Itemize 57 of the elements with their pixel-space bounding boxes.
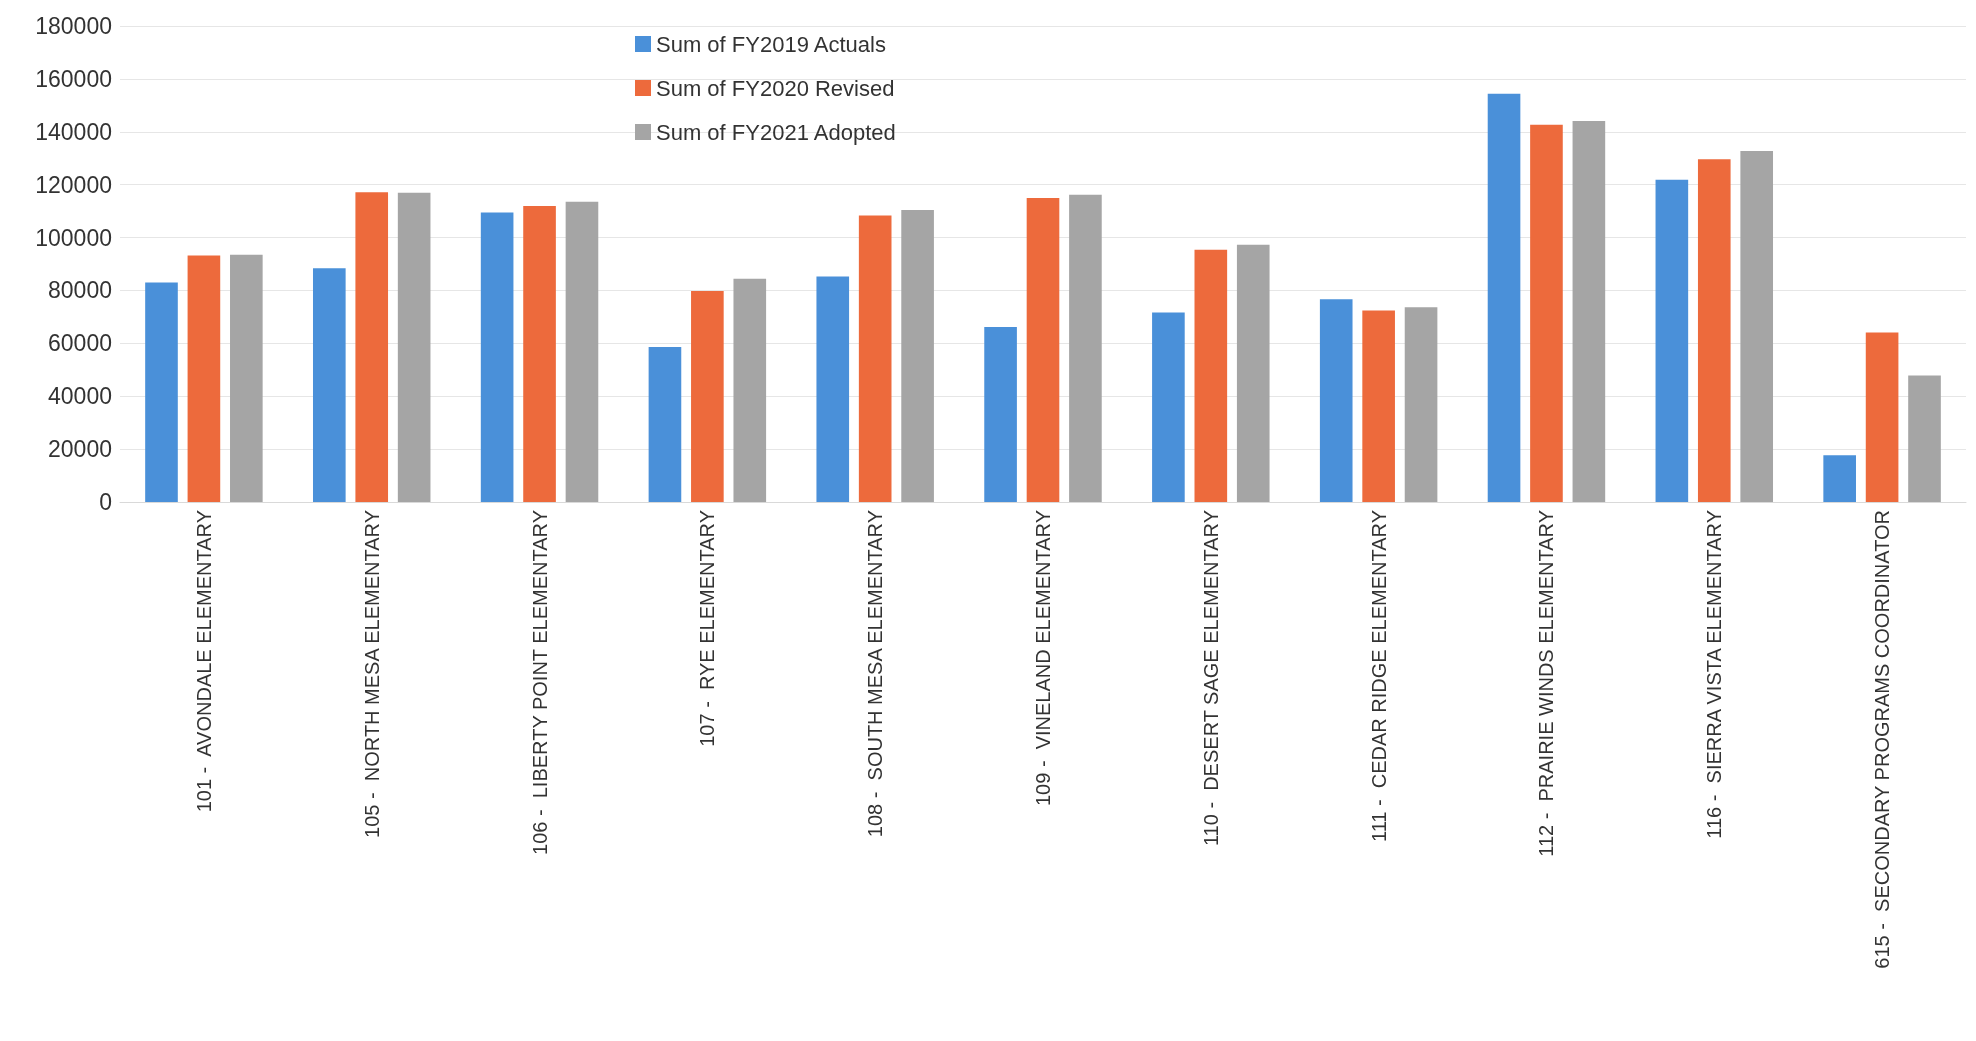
bar xyxy=(984,326,1017,502)
bar xyxy=(858,215,892,502)
legend-label: Sum of FY2020 Revised xyxy=(656,75,895,101)
y-tick-label: 160000 xyxy=(35,65,112,92)
bar xyxy=(901,210,934,502)
x-tick-label: 110 - DESERT SAGE ELEMENTARY xyxy=(1199,510,1222,847)
bar xyxy=(1404,307,1438,502)
bar xyxy=(355,192,389,502)
y-tick-label: 80000 xyxy=(48,277,112,304)
y-tick-label: 0 xyxy=(99,489,112,515)
bar xyxy=(145,282,178,502)
bar xyxy=(1908,375,1941,502)
bar xyxy=(523,206,556,502)
x-tick-label: 106 - LIBERTY POINT ELEMENTARY xyxy=(528,510,551,855)
bar xyxy=(397,192,431,502)
y-tick-label: 60000 xyxy=(48,330,112,357)
x-tick-label: 101 - AVONDALE ELEMENTARY xyxy=(192,510,215,813)
bar xyxy=(1487,93,1521,502)
bar xyxy=(733,278,767,502)
bar xyxy=(1740,151,1774,502)
bar xyxy=(1697,159,1731,502)
x-tick-label: 107 - RYE ELEMENTARY xyxy=(696,510,719,747)
bar xyxy=(1655,179,1689,502)
bar xyxy=(1572,120,1606,502)
bar xyxy=(187,255,221,502)
bar xyxy=(1194,249,1228,502)
x-tick-label: 112 - PRAIRIE WINDS ELEMENTARY xyxy=(1535,510,1558,857)
y-tick-label: 180000 xyxy=(35,13,112,39)
x-tick-label: 116 - SIERRA VISTA ELEMENTARY xyxy=(1703,510,1726,839)
bar xyxy=(1069,194,1102,502)
bar xyxy=(1026,197,1060,502)
bar xyxy=(816,276,850,502)
y-tick-label: 20000 xyxy=(48,436,112,463)
bar xyxy=(1319,299,1353,502)
bar xyxy=(1152,312,1185,502)
bar xyxy=(312,268,346,502)
x-tick-label: 109 - VINELAND ELEMENTARY xyxy=(1032,510,1054,807)
bar xyxy=(1236,244,1270,502)
y-tick-label: 120000 xyxy=(35,171,112,198)
y-tick-label: 100000 xyxy=(35,224,112,251)
y-tick-label: 140000 xyxy=(35,118,112,145)
bar xyxy=(648,347,682,502)
bar xyxy=(1865,332,1899,502)
bar xyxy=(691,290,724,502)
x-tick-label: 108 - SOUTH MESA ELEMENTARY xyxy=(864,510,887,838)
bar xyxy=(1823,455,1856,502)
legend-label: Sum of FY2021 Adopted xyxy=(656,119,896,145)
x-tick-label: 105 - NORTH MESA ELEMENTARY xyxy=(360,510,383,838)
bar xyxy=(480,212,514,502)
legend-label: Sum of FY2019 Actuals xyxy=(656,31,886,57)
bar xyxy=(1362,310,1395,502)
bar xyxy=(1530,124,1563,502)
x-tick-label: 111 - CEDAR RIDGE ELEMENTARY xyxy=(1367,510,1390,842)
bar xyxy=(230,254,263,502)
x-tick-label: 615 - SECONDARY PROGRAMS COORDINATOR xyxy=(1871,510,1894,969)
y-tick-label: 40000 xyxy=(48,383,112,410)
bar xyxy=(565,201,599,502)
